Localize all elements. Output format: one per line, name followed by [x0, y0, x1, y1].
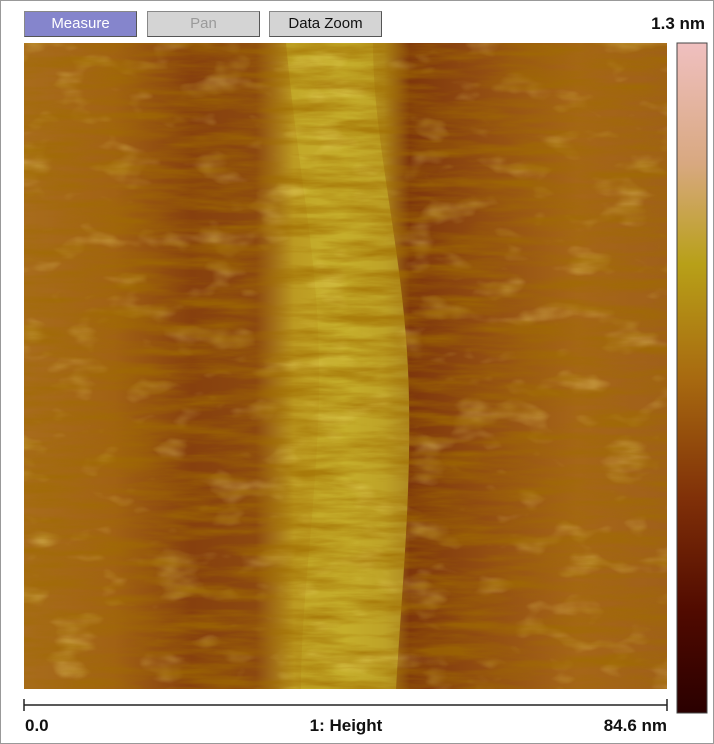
channel-label: 1: Height [246, 716, 446, 736]
scale-start-label: 0.0 [25, 716, 49, 736]
afm-viewer: Measure Pan Data Zoom 1.3 nm [0, 0, 714, 744]
height-image [1, 1, 713, 743]
colorbar-max-label: 1.3 nm [651, 14, 705, 34]
data-zoom-button[interactable]: Data Zoom [269, 11, 382, 37]
measure-button[interactable]: Measure [24, 11, 137, 37]
pan-button[interactable]: Pan [147, 11, 260, 37]
scale-end-label: 84.6 nm [604, 716, 667, 736]
colorbar [677, 43, 707, 713]
